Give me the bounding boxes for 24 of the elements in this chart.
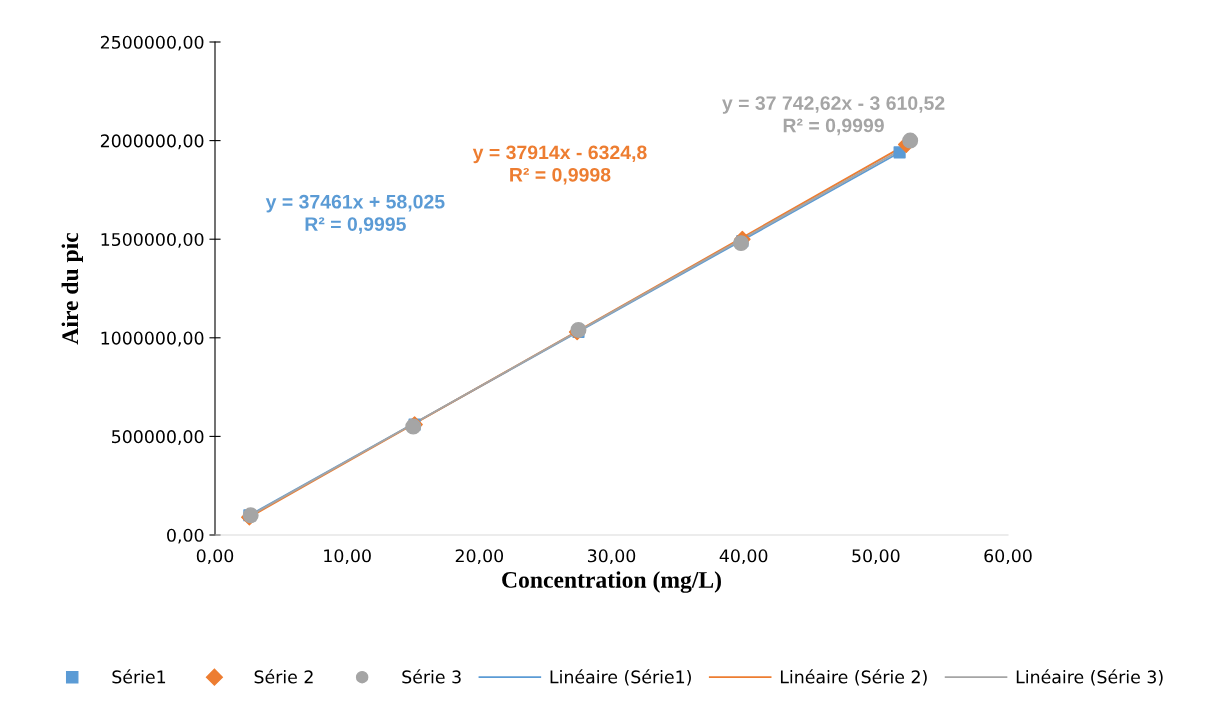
x-axis-title: Concentration (mg/L) <box>502 571 721 593</box>
y-tick-label: 1000000,00 <box>101 331 204 347</box>
x-tick-label: 0,00 <box>196 549 234 565</box>
x-tick-label: 30,00 <box>587 549 636 565</box>
x-tick-label: 20,00 <box>455 549 504 565</box>
y-tick-label: 2500000,00 <box>100 35 204 51</box>
legend-label: Série 3 <box>402 669 461 684</box>
y-axis-title: Aire du pic <box>61 232 83 345</box>
annotation: y = 37914x - 6324,8 R² = 0,9998 <box>472 145 647 185</box>
x-tick-label: 10,00 <box>324 549 371 565</box>
y-tick-label: 1500000,00 <box>101 232 204 248</box>
legend-label: Série 2 <box>254 669 313 684</box>
legend-label: Linéaire (Série 2) <box>780 669 927 686</box>
y-tick-label: 0,00 <box>167 528 204 544</box>
x-tick-label: 50,00 <box>852 549 900 565</box>
annotation: y = 37461x + 58,025 R² = 0,9995 <box>265 194 445 234</box>
legend-label: Série1 <box>112 669 166 684</box>
y-tick-label: 2000000,00 <box>100 134 204 150</box>
x-tick-label: 60,00 <box>984 549 1032 565</box>
legend-label: Linéaire (Série 3) <box>1016 669 1163 686</box>
legend-label: Linéaire (Série1) <box>550 669 691 686</box>
annotation: y = 37 742,62x - 3 610,52 R² = 0,9999 <box>722 96 945 136</box>
y-tick-label: 500000,00 <box>112 430 204 446</box>
x-tick-label: 40,00 <box>719 549 768 565</box>
